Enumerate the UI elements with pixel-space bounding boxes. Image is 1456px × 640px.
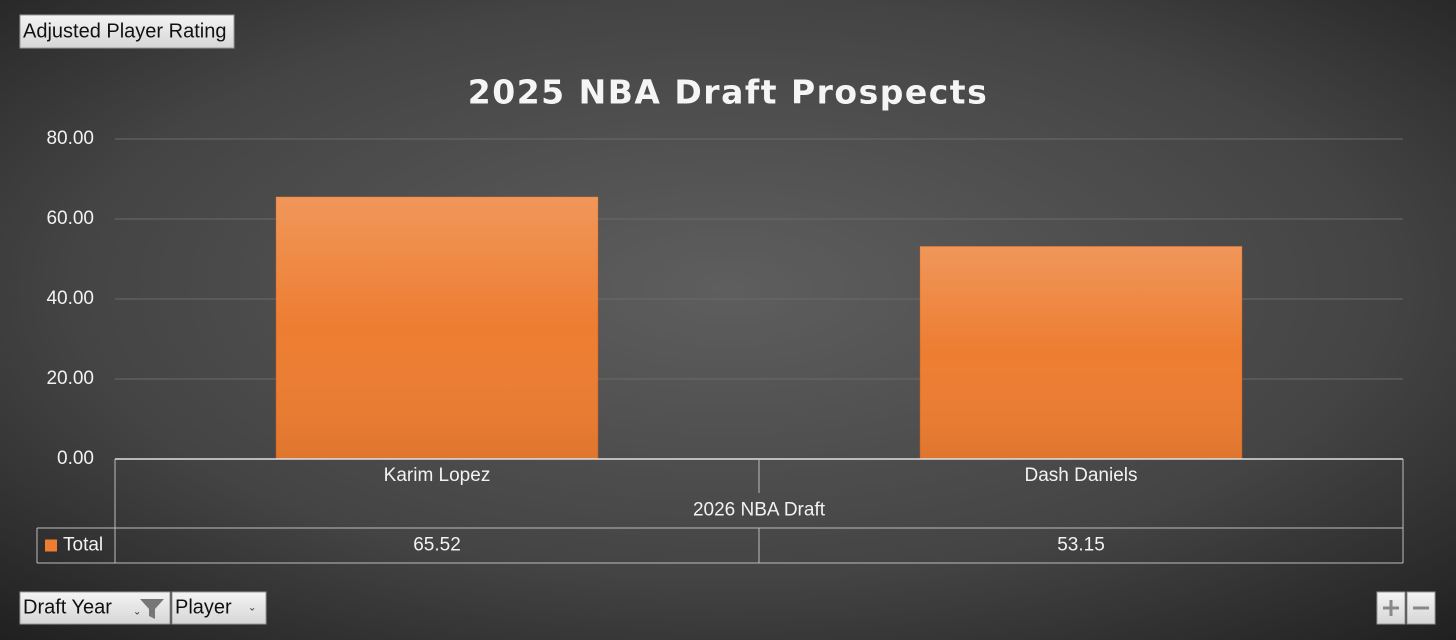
y-tick-label: 20.00 bbox=[46, 368, 94, 389]
axis-field-button[interactable] bbox=[19, 591, 171, 625]
expand-button[interactable] bbox=[1376, 591, 1406, 625]
category-group-label: 2026 NBA Draft bbox=[693, 500, 826, 521]
bar bbox=[919, 246, 1243, 460]
x-tick-label: Dash Daniels bbox=[1025, 465, 1138, 486]
value-field-button[interactable] bbox=[19, 14, 235, 49]
y-tick-label: 80.00 bbox=[46, 128, 94, 149]
x-tick-label: Karim Lopez bbox=[384, 465, 491, 486]
plus-icon bbox=[1383, 600, 1399, 616]
data-table-value: 53.15 bbox=[1057, 535, 1105, 556]
dropdown-arrow: ⌄ bbox=[133, 607, 141, 618]
y-tick-label: 0.00 bbox=[57, 448, 94, 469]
chart-title: 2025 NBA Draft Prospects bbox=[468, 73, 988, 112]
axis-field-label: Draft Year bbox=[23, 596, 112, 618]
dropdown-arrow: ⌄ bbox=[248, 603, 256, 614]
legend-label: Total bbox=[63, 535, 103, 556]
legend-swatch bbox=[45, 539, 57, 552]
data-table-value: 65.52 bbox=[413, 535, 461, 556]
axis-field-label: Player bbox=[175, 596, 232, 618]
axis-field-button[interactable] bbox=[171, 591, 267, 625]
filter-icon bbox=[140, 599, 164, 619]
y-tick-label: 40.00 bbox=[46, 288, 94, 309]
bar bbox=[275, 196, 599, 460]
value-field-label: Adjusted Player Rating bbox=[23, 20, 226, 42]
y-tick-label: 60.00 bbox=[46, 208, 94, 229]
